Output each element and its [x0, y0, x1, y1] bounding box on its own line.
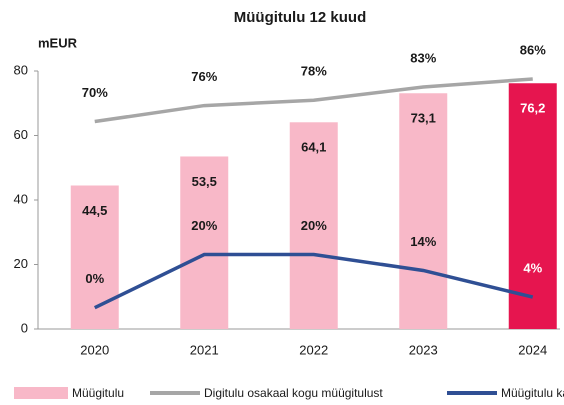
line-value-label: 0%: [85, 271, 104, 286]
x-tick-label: 2022: [299, 342, 328, 357]
line-value-label: 4%: [523, 261, 542, 276]
legend-label: Digitulu osakaal kogu müügitulust: [204, 386, 383, 400]
bar-value-label: 64,1: [301, 140, 326, 155]
y-tick-label: 20: [14, 256, 28, 271]
line: [93, 252, 534, 310]
line: [94, 77, 533, 124]
bar-value-label: 53,5: [192, 174, 217, 189]
x-tick-label: 2020: [80, 342, 109, 357]
y-tick-label: 0: [21, 320, 28, 335]
bar-value-label: 44,5: [82, 203, 107, 218]
chart-title: Müügitulu 12 kuud: [234, 9, 367, 26]
bar: [289, 122, 338, 329]
line-value-label: 76%: [191, 69, 217, 84]
bar: [399, 93, 448, 329]
y-tick-label: 80: [14, 62, 28, 77]
line-value-label: 86%: [520, 42, 546, 57]
line-value-label: 20%: [301, 218, 327, 233]
bar: [70, 185, 119, 329]
bar-value-label: 73,1: [411, 111, 436, 126]
x-tick-label: 2023: [409, 342, 438, 357]
line-value-label: 14%: [410, 234, 436, 249]
y-axis-label: mEUR: [38, 35, 78, 50]
legend-label: Müügitulu: [72, 386, 124, 400]
line-value-label: 20%: [191, 218, 217, 233]
x-tick-label: 2021: [190, 342, 219, 357]
x-tick-label: 2024: [518, 342, 547, 357]
line-value-label: 78%: [301, 64, 327, 79]
line-value-label: 83%: [410, 50, 436, 65]
line-value-label: 70%: [82, 85, 108, 100]
legend-label: Müügitulu kasv: [501, 386, 564, 400]
bar: [508, 83, 557, 329]
legend-swatch: [14, 387, 68, 399]
bar: [180, 156, 229, 329]
y-tick-label: 60: [14, 127, 28, 142]
bar-value-label: 76,2: [520, 101, 545, 116]
y-tick-label: 40: [14, 191, 28, 206]
